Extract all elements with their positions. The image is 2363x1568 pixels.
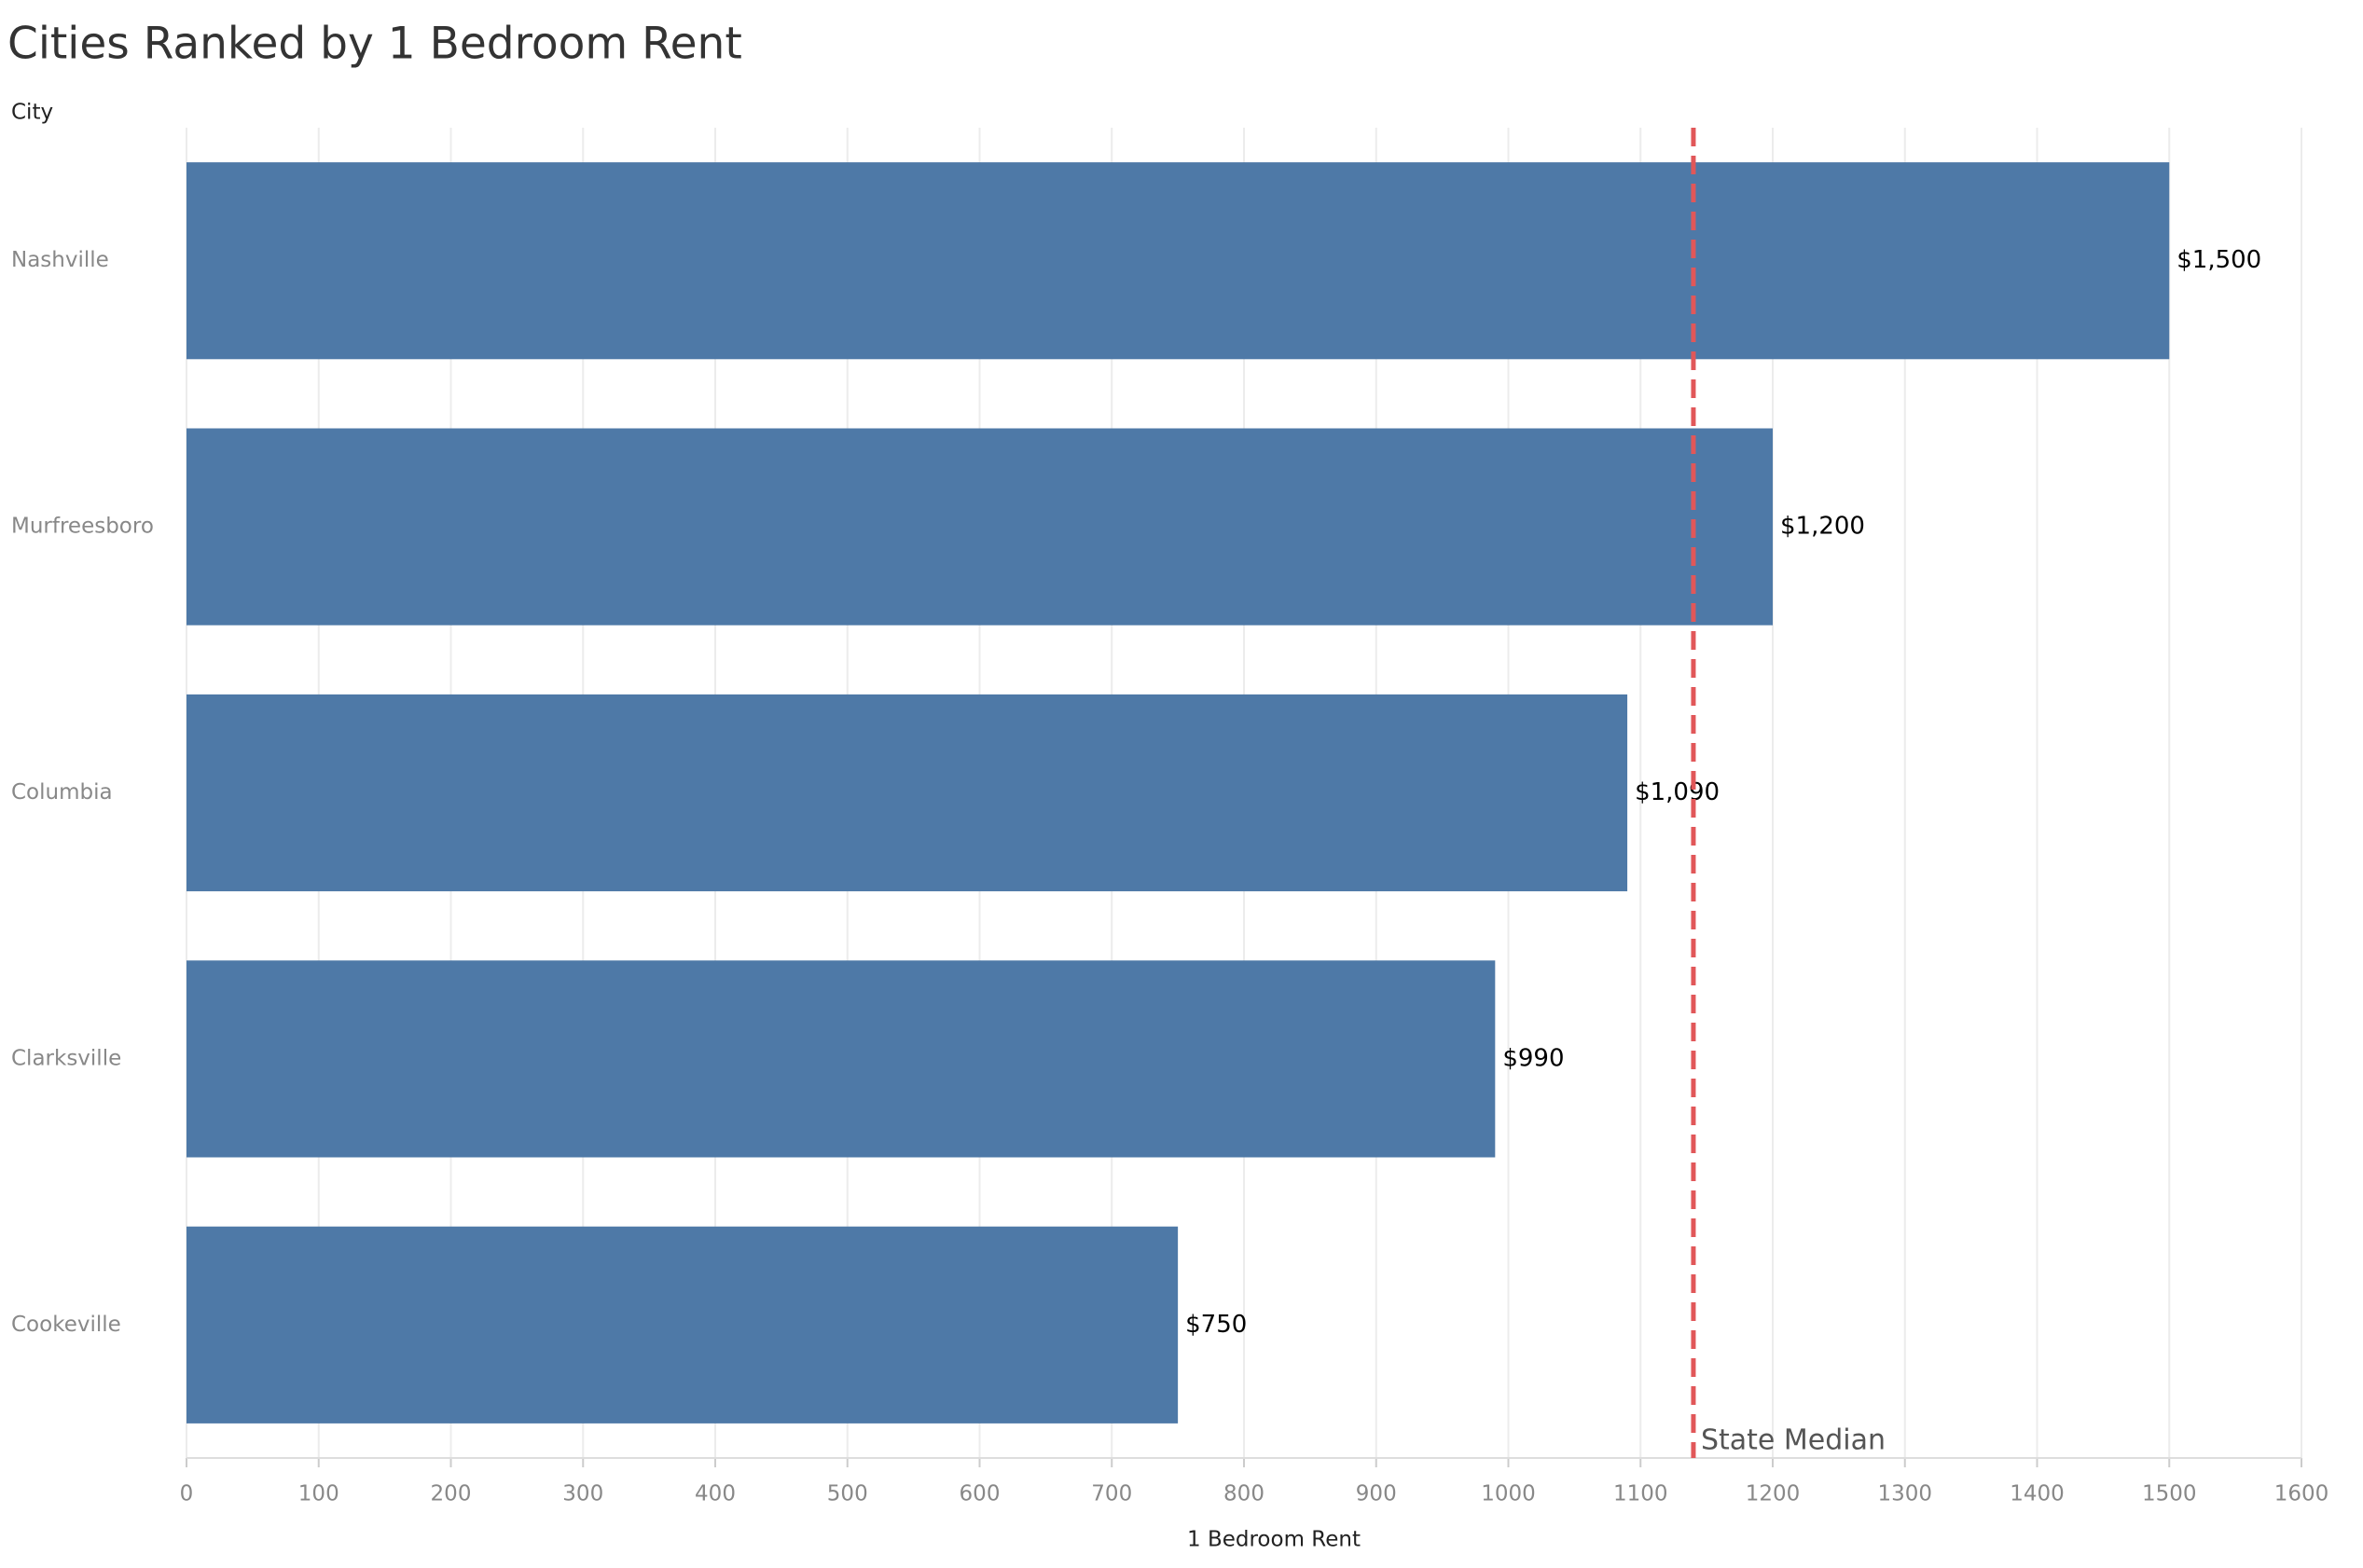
bar [187,694,1628,892]
x-tick-label: 300 [562,1482,603,1506]
bar [187,428,1773,626]
value-label: $750 [1185,1311,1247,1339]
chart-title: Cities Ranked by 1 Bedroom Rent [7,19,742,70]
value-label: $1,200 [1780,513,1865,541]
y-tick-label: Cookeville [11,1313,121,1337]
x-axis-title: 1 Bedroom Rent [1187,1528,1361,1552]
y-tick-label: Clarksville [11,1046,121,1070]
x-tick-label: 1100 [1613,1482,1668,1506]
x-tick-label: 1400 [2010,1482,2065,1506]
x-tick-label: 500 [827,1482,868,1506]
value-label: $1,090 [1635,778,1720,806]
x-tick-label: 800 [1223,1482,1264,1506]
x-tick-label: 1200 [1746,1482,1801,1506]
x-tick-label: 1300 [1877,1482,1932,1506]
x-tick-label: 100 [298,1482,339,1506]
value-label: $1,500 [2176,246,2261,274]
x-tick-label: 0 [180,1482,194,1506]
x-tick-label: 1000 [1481,1482,1536,1506]
y-axis-title: City [11,101,53,125]
bar [187,960,1496,1158]
x-tick-label: 900 [1356,1482,1397,1506]
bar [187,162,2170,360]
x-tick-label: 1500 [2142,1482,2197,1506]
value-label: $990 [1502,1044,1564,1072]
x-tick-label: 200 [431,1482,472,1506]
x-tick-label: 1600 [2274,1482,2329,1506]
y-tick-label: Murfreesboro [11,515,154,539]
y-tick-label: Columbia [11,780,113,805]
x-tick-label: 600 [960,1482,1001,1506]
x-tick-label: 400 [695,1482,736,1506]
x-tick-label: 700 [1091,1482,1132,1506]
bar [187,1226,1179,1424]
y-tick-label: Nashville [11,248,109,272]
reference-label: State Median [1701,1424,1886,1457]
